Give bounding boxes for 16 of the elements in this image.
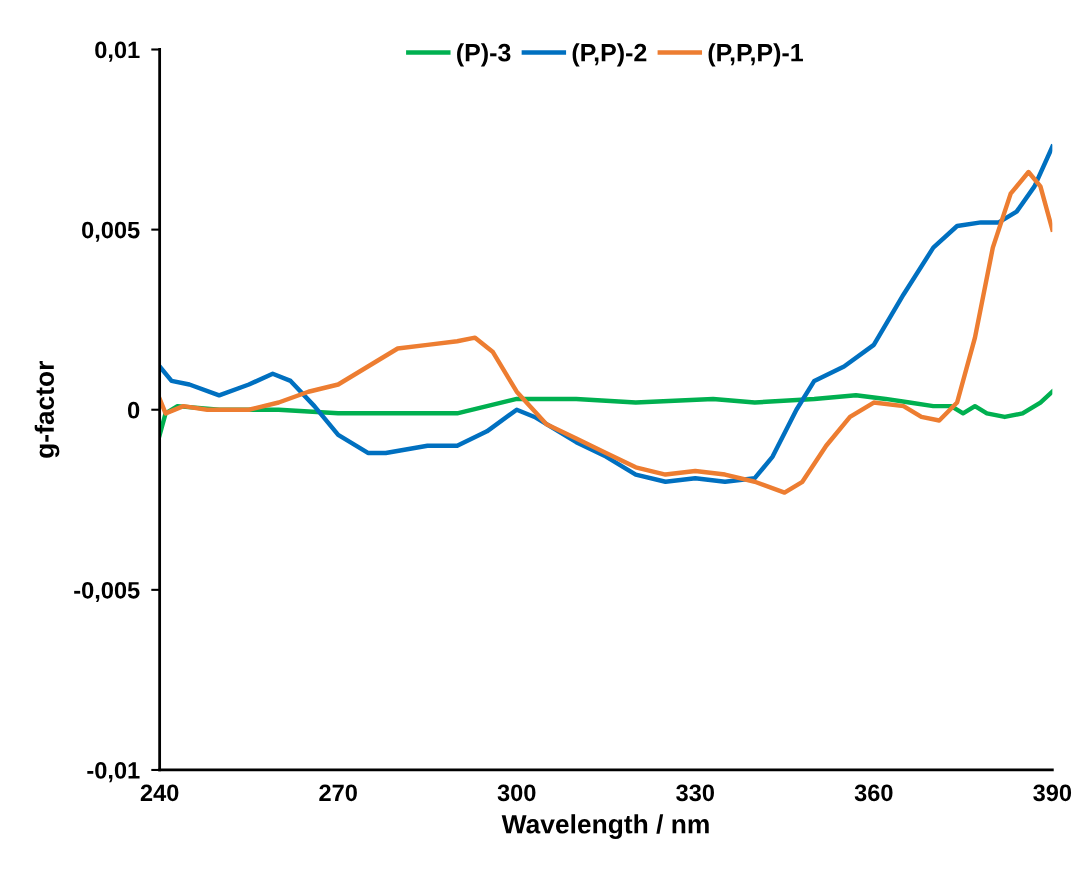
x-tick-label: 390 [1033, 784, 1072, 802]
y-axis-title: g-factor [34, 361, 60, 458]
y-tick-label: -0,01 [87, 762, 140, 783]
x-tick-label: 240 [140, 784, 179, 802]
legend-label: (P)-3 [457, 43, 511, 67]
x-tick-label: 300 [497, 784, 536, 802]
x-tick-label: 330 [676, 784, 714, 802]
legend-label: (P,P)-2 [572, 43, 647, 67]
y-tick-label: 0,005 [82, 221, 140, 242]
y-tick-label: 0,01 [95, 41, 140, 62]
x-tick-label: 270 [319, 784, 357, 802]
x-tick-label: 360 [854, 784, 893, 802]
legend-label: (P,P,P)-1 [708, 43, 803, 67]
y-tick-label: 0 [128, 401, 140, 419]
y-tick-label: -0,005 [74, 581, 140, 603]
x-axis-title: Wavelength / nm [501, 814, 709, 839]
